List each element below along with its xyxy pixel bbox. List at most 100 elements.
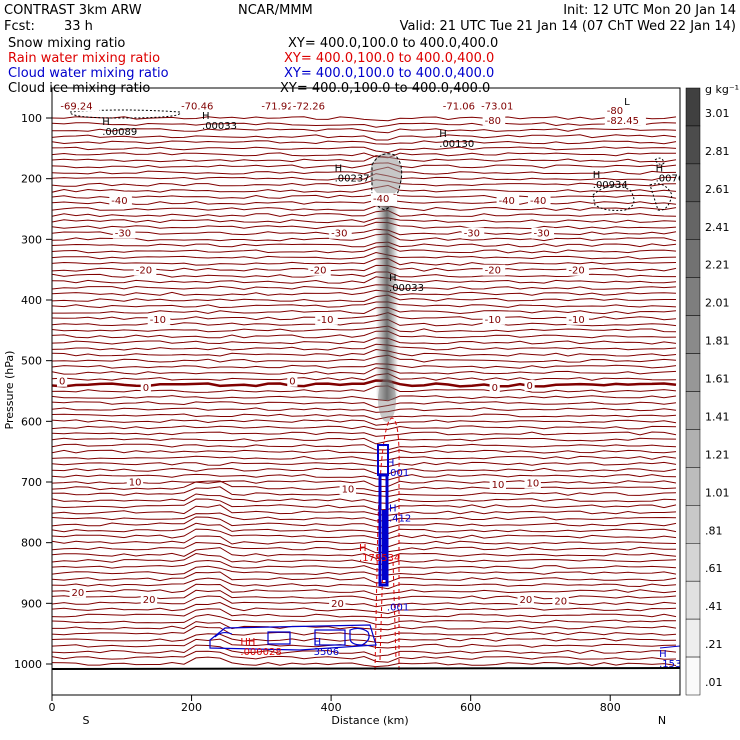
y-tick-label: 400: [21, 294, 42, 307]
contour-label-bg: [552, 595, 569, 607]
contour-label-bg: [56, 375, 68, 387]
contour-label: 0: [526, 381, 532, 392]
temperature-isotherm: [52, 184, 677, 193]
contour-label: -40: [499, 196, 515, 207]
extremum-mark: L: [624, 97, 630, 108]
contour-label-bg: [140, 594, 158, 606]
colorbar-label: .41: [705, 600, 723, 613]
temperature-isotherm: [52, 354, 677, 363]
contour-label: -40: [530, 196, 546, 207]
temperature-isotherm: [52, 276, 677, 284]
colorbar-swatch: [685, 391, 701, 430]
temperature-isotherm: [52, 166, 677, 175]
temperature-isotherm: [52, 522, 677, 535]
temperature-isotherm: [52, 140, 677, 145]
contour-label-bg: [109, 194, 132, 206]
colorbar-label: 1.41: [705, 410, 730, 423]
contour-label: 10: [129, 477, 142, 488]
contour-label: -30: [464, 229, 480, 240]
contour-label-bg: [482, 313, 506, 325]
contour-label-bg: [461, 227, 485, 239]
extremum-mark: H: [335, 164, 343, 175]
contour-label-bg: [370, 193, 394, 205]
contour-label: 20: [331, 599, 344, 610]
x-tick-label: 600: [460, 701, 481, 714]
contour-label: -69.24: [60, 101, 92, 112]
extremum-value: .00934: [593, 180, 628, 191]
temperature-isotherm: [52, 625, 677, 638]
contour-label-bg: [147, 313, 171, 325]
temperature-isotherm: [52, 467, 677, 475]
temperature-isotherm: [52, 155, 677, 163]
contour-label: -10: [317, 315, 333, 326]
y-tick-label: 300: [21, 233, 42, 246]
y-tick-label: 1000: [14, 658, 42, 671]
extremum-mark: H: [439, 129, 447, 140]
extremum-value: .001: [387, 468, 409, 479]
contour-label-bg: [339, 483, 356, 495]
temperature-isotherm: [52, 257, 677, 266]
contour-label-bg: [179, 100, 221, 112]
temperature-isotherm: [52, 419, 677, 426]
contour-label: -30: [331, 229, 347, 240]
colorbar-label: .61: [705, 562, 723, 575]
temperature-isotherm: [52, 116, 677, 122]
colorbar-label: 1.81: [705, 335, 730, 348]
temperature-isotherm: [52, 385, 677, 393]
temperature-isotherm: [52, 146, 677, 154]
colorbar-swatch: [685, 239, 701, 278]
x-tick-label: 400: [321, 701, 342, 714]
contour-label-bg: [329, 227, 352, 239]
contour-label-bg: [479, 100, 521, 112]
temperature-isotherm: [52, 644, 677, 657]
colorbar-swatch: [685, 656, 701, 696]
colorbar-swatch: [685, 315, 701, 354]
colorbar-label: .21: [705, 638, 723, 651]
temperature-isotherm: [52, 504, 677, 516]
contour-label: 0: [143, 383, 149, 394]
contour-label-bg: [259, 100, 301, 112]
temperature-isotherm: [52, 284, 677, 290]
temperature-isotherm: [52, 559, 677, 571]
extremum-value: .412: [389, 513, 411, 524]
contour-label: 20: [520, 595, 533, 606]
contour-label: -80: [607, 106, 623, 117]
colorbar-swatch: [685, 580, 701, 620]
temperature-isotherm: [52, 343, 677, 351]
contour-label-bg: [308, 264, 331, 276]
extremum-value: .00761: [656, 174, 691, 185]
x-axis-north: N: [658, 714, 666, 727]
colorbar-label: 1.21: [705, 448, 730, 461]
field-name-snow: Snow mixing ratio: [8, 36, 125, 51]
colorbar-swatch: [685, 87, 701, 127]
temperature-isotherm: [52, 395, 677, 402]
colorbar-label: 2.21: [705, 259, 730, 272]
colorbar-swatch: [685, 618, 701, 658]
contour-label: -73.01: [481, 101, 513, 112]
colorbar-swatch: [685, 505, 701, 544]
temperature-isotherm: [52, 638, 677, 649]
temperature-isotherm: [52, 367, 677, 375]
temperature-isotherm: [52, 348, 677, 357]
x-axis-label: Distance (km): [331, 714, 408, 727]
contour-label: -71.92: [261, 101, 293, 112]
temperature-isotherm: [52, 498, 677, 511]
cloud-water-contours: [209, 444, 680, 651]
temperature-isotherm: [52, 443, 677, 451]
colorbar-label: 3.01: [705, 107, 730, 120]
colorbar-swatch: [685, 125, 701, 165]
temperature-isotherm: [52, 217, 677, 224]
contour-label-bg: [604, 114, 646, 126]
temperature-isotherm: [52, 608, 677, 619]
org-label: NCAR/MMM: [238, 3, 313, 18]
y-tick-label: 600: [21, 415, 42, 428]
contour-label: -20: [568, 266, 584, 277]
temperature-isotherm: [52, 512, 677, 522]
extremum-mark: H: [387, 458, 395, 469]
temperature-isotherm: [52, 210, 677, 218]
colorbar-swatch: [685, 277, 701, 316]
colorbar-swatch: [685, 201, 701, 240]
temperature-isotherm: [52, 173, 677, 181]
colorbar-swatch: [685, 543, 701, 582]
temperature-isotherm: [52, 363, 677, 369]
